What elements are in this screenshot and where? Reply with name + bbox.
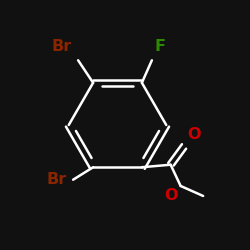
Text: O: O — [187, 127, 200, 142]
Text: Br: Br — [46, 172, 67, 187]
Text: O: O — [164, 188, 178, 204]
Text: Br: Br — [52, 39, 72, 54]
Text: F: F — [154, 39, 166, 54]
